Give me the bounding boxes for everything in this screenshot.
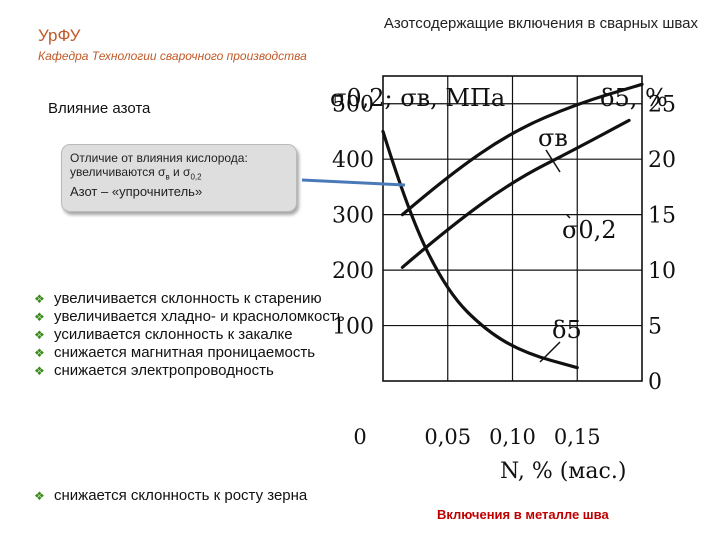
series-line	[400, 82, 644, 217]
diamond-bullet-icon: ❖	[34, 292, 45, 306]
series-line	[400, 118, 631, 269]
list-item: ❖ увеличивается склонность к старению	[34, 290, 322, 307]
list-item: ❖ увеличивается хладно- и красноломкость	[34, 308, 345, 325]
chart-title-right: δ5, %	[600, 84, 668, 112]
y-right-tick-label: 0	[648, 370, 662, 395]
y-left-tick-label: 100	[332, 315, 374, 340]
y-left-tick-label: 300	[332, 204, 374, 229]
series-line	[381, 129, 579, 370]
chart-series: σв σ0,2 δ5	[381, 82, 644, 370]
figure-caption: Включения в металле шва	[437, 507, 609, 522]
callout-pointer	[301, 178, 406, 187]
x-tick-label: 0,10	[489, 425, 536, 449]
y-right-tick-label: 15	[648, 204, 676, 229]
x-tick-label: 0,05	[424, 425, 471, 449]
chart-title-left: σ0,2; σв, МПа	[330, 84, 505, 112]
series-label-leader	[566, 214, 571, 219]
y-left-tick-label: 200	[332, 259, 374, 284]
y-right-tick-label: 25	[648, 93, 676, 118]
slide-title: Азотсодержащие включения в сварных швах	[383, 15, 698, 32]
callout-line3: Азот – «упрочнитель»	[70, 184, 203, 200]
diamond-bullet-icon: ❖	[34, 310, 45, 324]
effects-list: ❖ увеличивается склонность к старению ❖ ув…	[34, 290, 352, 380]
diamond-bullet-icon: ❖	[34, 489, 45, 503]
y-left-tick-label: 400	[332, 148, 374, 173]
y-right-tick-label: 10	[648, 259, 676, 284]
chart-tick-labels: 0 0,05 0,10 0,15 100 200 300 400 500 0 5 10 15 20 25	[332, 93, 676, 449]
callout-line1: Отличие от влияния кислорода:	[70, 151, 248, 165]
y-right-tick-label: 5	[648, 315, 662, 340]
y-left-tick-label: 500	[332, 93, 374, 118]
section-title: Влияние азота	[48, 100, 151, 117]
department-name: Кафедра Технологии сварочного производст…	[38, 49, 307, 63]
diamond-bullet-icon: ❖	[34, 328, 45, 342]
series-label: σв	[538, 124, 568, 152]
x-tick-label: 0,15	[554, 425, 601, 449]
list-item: ❖ усиливается склонность к закалке	[34, 326, 293, 343]
list-item: ❖ снижается склонность к росту зерна	[34, 487, 308, 504]
list-item: ❖ снижается электропроводность	[34, 362, 274, 379]
list-item: ❖ снижается магнитная проницаемость	[34, 344, 316, 361]
y-right-tick-label: 20	[648, 148, 676, 173]
effects-list-last: ❖ снижается склонность к росту зерна	[34, 487, 307, 504]
x-tick-label: 0	[353, 425, 366, 449]
series-label: δ5	[552, 316, 582, 344]
series-label-leader	[539, 341, 561, 363]
diamond-bullet-icon: ❖	[34, 364, 45, 378]
chart-x-label: N, % (мас.)	[500, 459, 626, 484]
diamond-bullet-icon: ❖	[34, 346, 45, 360]
university-name: УрФУ	[38, 26, 81, 45]
series-label: σ0,2	[562, 216, 617, 244]
callout-line2: увеличиваются σв и σ0,2	[70, 165, 202, 182]
callout-box: Отличие от влияния кислорода: увеличиваю…	[61, 144, 297, 212]
